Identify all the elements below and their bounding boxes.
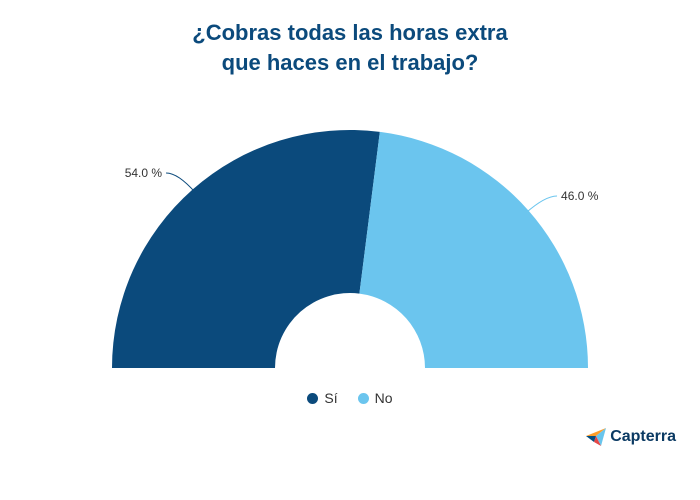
- labels-group: 54.0 % 46.0 %: [125, 166, 599, 214]
- legend-item-si[interactable]: Sí: [307, 390, 338, 406]
- brand-name: Capterra: [610, 428, 676, 445]
- slices-group: [112, 129, 588, 368]
- capterra-logo-icon: [586, 428, 607, 446]
- legend-swatch-no: [357, 392, 369, 404]
- legend-item-no[interactable]: No: [357, 390, 393, 406]
- leader-line-no: [525, 195, 558, 214]
- legend-label-no: No: [374, 390, 393, 406]
- slice-no[interactable]: [359, 131, 588, 368]
- legend: Sí No: [0, 390, 700, 406]
- chart-title-line-2: que haces en el trabajo?: [221, 50, 479, 75]
- capterra-brand: Capterra: [586, 428, 676, 446]
- legend-label-si: Sí: [324, 390, 338, 406]
- legend-swatch-si: [307, 392, 319, 404]
- chart-title-line-1: ¿Cobras todas las horas extra: [192, 20, 508, 45]
- slice-si[interactable]: [112, 129, 380, 368]
- slice-label-si: 54.0 %: [125, 166, 163, 180]
- slice-label-no: 46.0 %: [561, 189, 599, 203]
- chart-title: ¿Cobras todas las horas extra que haces …: [0, 18, 700, 78]
- leader-line-si: [166, 172, 196, 193]
